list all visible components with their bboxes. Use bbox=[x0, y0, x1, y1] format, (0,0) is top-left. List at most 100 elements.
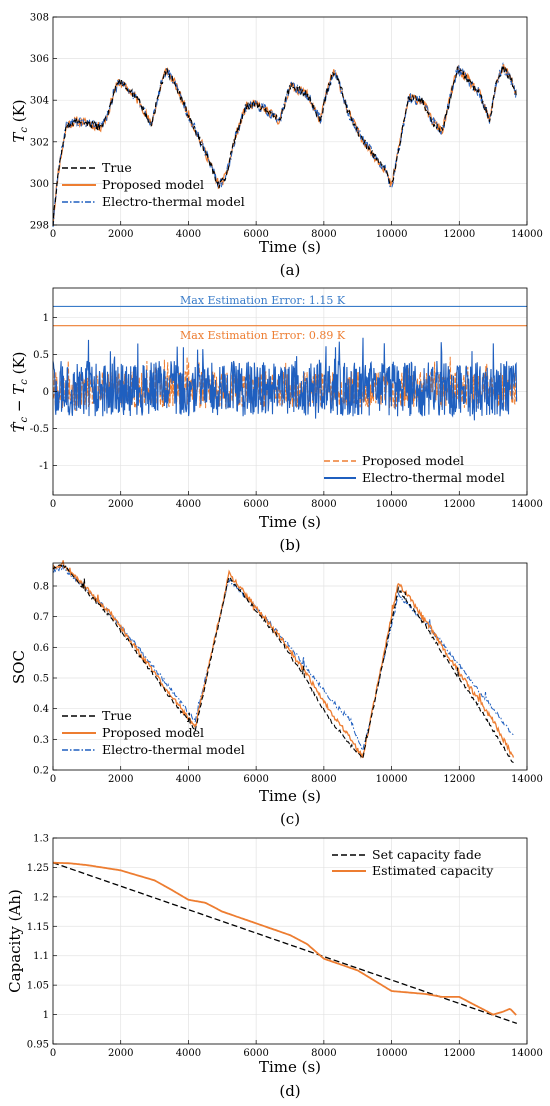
y-tick-label: 1.2 bbox=[33, 892, 49, 903]
y-tick-label: 308 bbox=[30, 13, 49, 24]
ylabel-b: T̂c − Tc (K) bbox=[10, 351, 30, 432]
y-tick-label: 0 bbox=[43, 387, 49, 398]
x-tick-label: 14000 bbox=[511, 499, 543, 510]
x-tick-label: 2000 bbox=[108, 774, 133, 785]
x-tick-label: 4000 bbox=[176, 774, 201, 785]
y-tick-label: 1.3 bbox=[33, 834, 49, 845]
legend-c-true-label: True bbox=[102, 708, 132, 723]
y-tick-label: 0.5 bbox=[33, 674, 49, 685]
panel-a: 0 2000 4000 6000 8000 10000 12000 14000 298 300 30… bbox=[10, 13, 543, 280]
x-tick-label: 2000 bbox=[108, 1048, 133, 1059]
x-tick-label: 8000 bbox=[311, 499, 336, 510]
series-lines-a bbox=[52, 62, 517, 228]
x-tick-label: 0 bbox=[50, 229, 56, 240]
x-tick-label: 6000 bbox=[243, 1048, 268, 1059]
panel-c: 0 2000 4000 6000 8000 10000 12000 14000 0.2 0.3 0.… bbox=[10, 560, 543, 828]
caption-a: (a) bbox=[280, 261, 301, 279]
y-tick-label: 1 bbox=[43, 1010, 49, 1021]
y-tick-label: 0.7 bbox=[33, 612, 49, 623]
legend-b: Proposed model Electro-thermal model bbox=[324, 453, 505, 485]
panel-d: 0 2000 4000 6000 8000 10000 12000 14000 0.95 1 1.0… bbox=[6, 834, 543, 1101]
y-tick-label: 0.2 bbox=[33, 766, 49, 777]
y-tick-label: 1.15 bbox=[27, 922, 49, 933]
xlabel-a: Time (s) bbox=[259, 238, 321, 256]
y-tick-label: 0.4 bbox=[33, 704, 49, 715]
y-tick-label: 304 bbox=[30, 96, 49, 107]
series-lines-b bbox=[52, 337, 518, 421]
x-tick-label: 14000 bbox=[511, 1048, 543, 1059]
legend-c: True Proposed model Electro-thermal mode… bbox=[62, 708, 245, 757]
x-tick-label: 10000 bbox=[376, 229, 408, 240]
y-tick-label: 302 bbox=[30, 137, 49, 148]
x-tick-label: 10000 bbox=[376, 774, 408, 785]
x-tick-label: 12000 bbox=[443, 499, 475, 510]
caption-b: (b) bbox=[279, 536, 300, 554]
x-tick-label: 10000 bbox=[376, 1048, 408, 1059]
electro-thermal-error-line bbox=[52, 337, 518, 421]
legend-d-estimated-label: Estimated capacity bbox=[372, 863, 494, 878]
caption-d: (d) bbox=[279, 1082, 300, 1100]
x-tick-label: 8000 bbox=[311, 229, 336, 240]
true-soc-line bbox=[52, 562, 514, 764]
legend-b-electro-label: Electro-thermal model bbox=[362, 470, 505, 485]
panel-b: 0 2000 4000 6000 8000 10000 12000 14000 -1 -0.5 0 0… bbox=[10, 287, 543, 554]
y-tick-label: -0.5 bbox=[30, 424, 49, 435]
series-lines-d bbox=[52, 861, 518, 1025]
ylabel-a: Tc (K) bbox=[10, 99, 30, 142]
y-tick-label: 1.1 bbox=[33, 951, 49, 962]
y-tick-label: 306 bbox=[30, 54, 49, 65]
x-tick-label: 2000 bbox=[108, 499, 133, 510]
max-error-lines-b bbox=[53, 305, 527, 327]
x-tick-label: 14000 bbox=[511, 229, 543, 240]
y-tick-label: 0.95 bbox=[27, 1040, 49, 1051]
x-tick-label: 12000 bbox=[443, 229, 475, 240]
proposed-soc-line bbox=[52, 560, 515, 759]
x-tick-label: 6000 bbox=[243, 499, 268, 510]
x-tick-label: 0 bbox=[50, 1048, 56, 1059]
plot-frame-c bbox=[52, 562, 528, 771]
x-tick-label: 0 bbox=[50, 774, 56, 785]
estimated-capacity-line bbox=[52, 861, 517, 1016]
set-capacity-fade-line bbox=[52, 862, 518, 1025]
xlabel-b: Time (s) bbox=[259, 513, 321, 531]
y-tick-label: 0.5 bbox=[33, 350, 49, 361]
legend-a-true-label: True bbox=[102, 160, 132, 175]
legend-c-proposed-label: Proposed model bbox=[102, 725, 204, 740]
max-error-label-proposed: Max Estimation Error: 0.89 K bbox=[180, 329, 346, 342]
xlabel-c: Time (s) bbox=[259, 787, 321, 805]
ticks-d: 0 2000 4000 6000 8000 10000 12000 14000 0.95 1 1.0… bbox=[27, 834, 543, 1060]
ticks-a: 0 2000 4000 6000 8000 10000 12000 14000 298 300 30… bbox=[30, 13, 543, 241]
x-tick-label: 4000 bbox=[176, 1048, 201, 1059]
x-tick-label: 6000 bbox=[243, 774, 268, 785]
max-error-label-electro: Max Estimation Error: 1.15 K bbox=[180, 294, 346, 307]
legend-b-proposed-label: Proposed model bbox=[362, 453, 464, 468]
x-tick-label: 0 bbox=[50, 499, 56, 510]
legend-a-electro-label: Electro-thermal model bbox=[102, 194, 245, 209]
x-tick-label: 8000 bbox=[311, 1048, 336, 1059]
legend-c-electro-label: Electro-thermal model bbox=[102, 742, 245, 757]
legend-a: True Proposed model Electro-thermal mode… bbox=[62, 160, 245, 209]
y-tick-label: -1 bbox=[39, 461, 49, 472]
x-tick-label: 4000 bbox=[176, 229, 201, 240]
x-tick-label: 12000 bbox=[443, 774, 475, 785]
series-lines-c bbox=[52, 560, 515, 764]
y-tick-label: 0.3 bbox=[33, 735, 49, 746]
x-tick-label: 12000 bbox=[443, 1048, 475, 1059]
x-tick-label: 8000 bbox=[311, 774, 336, 785]
ylabel-d: Capacity (Ah) bbox=[6, 889, 24, 993]
y-tick-label: 0.6 bbox=[33, 643, 49, 654]
y-tick-label: 1.25 bbox=[27, 863, 49, 874]
y-tick-label: 298 bbox=[30, 221, 49, 232]
caption-c: (c) bbox=[280, 810, 300, 828]
legend-a-proposed-label: Proposed model bbox=[102, 177, 204, 192]
plot-frame-d bbox=[52, 837, 528, 1045]
electro-thermal-temperature-line bbox=[52, 62, 517, 228]
x-tick-label: 10000 bbox=[376, 499, 408, 510]
plot-frame-a bbox=[52, 16, 528, 226]
legend-d: Set capacity fade Estimated capacity bbox=[332, 847, 494, 878]
x-tick-label: 2000 bbox=[108, 229, 133, 240]
xlabel-d: Time (s) bbox=[259, 1058, 321, 1076]
x-tick-label: 6000 bbox=[243, 229, 268, 240]
y-tick-label: 1 bbox=[43, 313, 49, 324]
